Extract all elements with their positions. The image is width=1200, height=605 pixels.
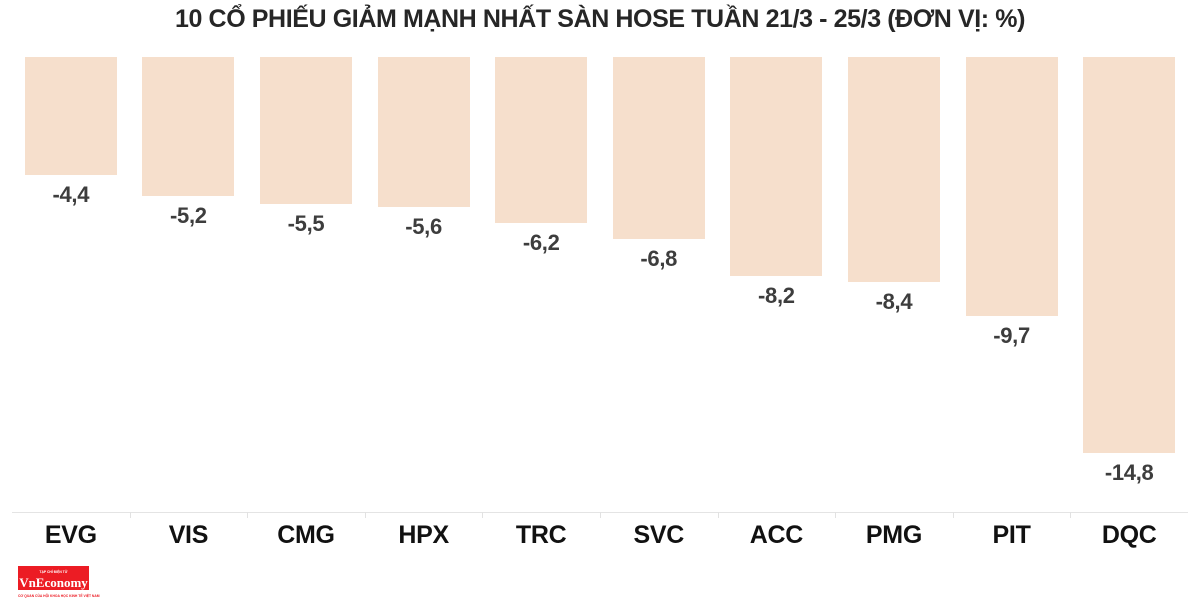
category-label-HPX: HPX xyxy=(398,521,449,549)
bar-value-label-PIT: -9,7 xyxy=(993,323,1030,348)
bar-plot-area: -4,4 -5,2 -5,5 -5,6 -6,2 -6,8 -8,2 -8,4 -9,7 -14,… xyxy=(12,57,1188,486)
category-label-SVC: SVC xyxy=(633,521,685,549)
bar-HPX xyxy=(377,57,470,207)
bar-DQC xyxy=(1083,57,1176,453)
bar-EVG xyxy=(24,57,117,175)
bar-value-label-HPX: -5,6 xyxy=(405,214,442,239)
bar-column-VIS: -5,2 xyxy=(130,57,248,229)
bar-ACC xyxy=(730,57,823,276)
bar-column-HPX: -5,6 xyxy=(365,57,483,240)
bar-column-SVC: -6,8 xyxy=(600,57,718,272)
bar-TRC xyxy=(495,57,588,223)
bar-value-label-ACC: -8,2 xyxy=(758,283,795,308)
bar-SVC xyxy=(612,57,705,239)
x-axis-tick xyxy=(129,512,131,518)
x-axis-tick xyxy=(952,512,954,518)
bar-column-PMG: -8,4 xyxy=(835,57,953,315)
bar-PMG xyxy=(847,57,940,282)
bar-value-label-SVC: -6,8 xyxy=(640,246,678,271)
bar-value-label-TRC: -6,2 xyxy=(522,230,560,255)
bar-column-DQC: -14,8 xyxy=(1070,57,1188,486)
vneconomy-logo-box: TẠP CHÍ ĐIỆN TỬ VnEconomy xyxy=(18,566,89,590)
vneconomy-logo-name: VnEconomy xyxy=(19,574,88,590)
chart-title: 10 CỔ PHIẾU GIẢM MẠNH NHẤT SÀN HOSE TUẦN… xyxy=(174,5,1025,33)
bar-column-PIT: -9,7 xyxy=(953,57,1071,349)
x-axis-tick xyxy=(835,512,837,518)
x-axis-tick xyxy=(1070,512,1072,518)
bar-value-label-VIS: -5,2 xyxy=(170,203,207,228)
bar-value-label-CMG: -5,5 xyxy=(287,211,325,236)
bar-PIT xyxy=(965,57,1058,316)
x-axis-tick xyxy=(600,512,601,518)
bar-column-ACC: -8,2 xyxy=(718,57,836,309)
category-label-EVG: EVG xyxy=(44,521,97,549)
x-axis-tick xyxy=(364,512,366,518)
category-label-CMG: CMG xyxy=(277,521,335,549)
bar-value-label-EVG: -4,4 xyxy=(52,182,90,207)
category-label-DQC: DQC xyxy=(1101,521,1157,549)
category-axis-labels: EVG VIS CMG HPX TRC SVC ACC PMG PIT DQC xyxy=(12,521,1188,550)
bar-VIS xyxy=(142,57,235,196)
category-label-TRC: TRC xyxy=(515,521,567,549)
bar-value-label-DQC: -14,8 xyxy=(1104,460,1154,485)
vneconomy-logo-top-text: TẠP CHÍ ĐIỆN TỬ xyxy=(39,569,68,574)
bar-CMG xyxy=(259,57,352,204)
x-axis-tick xyxy=(482,512,484,518)
bar-column-TRC: -6,2 xyxy=(482,57,600,256)
category-label-VIS: VIS xyxy=(168,521,209,549)
category-label-ACC: ACC xyxy=(749,521,804,549)
bar-column-CMG: -5,5 xyxy=(247,57,365,237)
vneconomy-logo-tagline: CƠ QUAN CỦA HỘI KHOA HỌC KINH TẾ VIỆT NA… xyxy=(18,593,100,598)
category-label-PIT: PIT xyxy=(992,521,1031,549)
category-label-PMG: PMG xyxy=(865,521,922,549)
bar-column-EVG: -4,4 xyxy=(12,57,130,208)
vneconomy-logo: TẠP CHÍ ĐIỆN TỬ VnEconomy CƠ QUAN CỦA HỘ… xyxy=(18,566,100,600)
x-axis-tick xyxy=(247,512,249,518)
bar-value-label-PMG: -8,4 xyxy=(875,289,913,314)
x-axis-tick xyxy=(717,512,719,518)
